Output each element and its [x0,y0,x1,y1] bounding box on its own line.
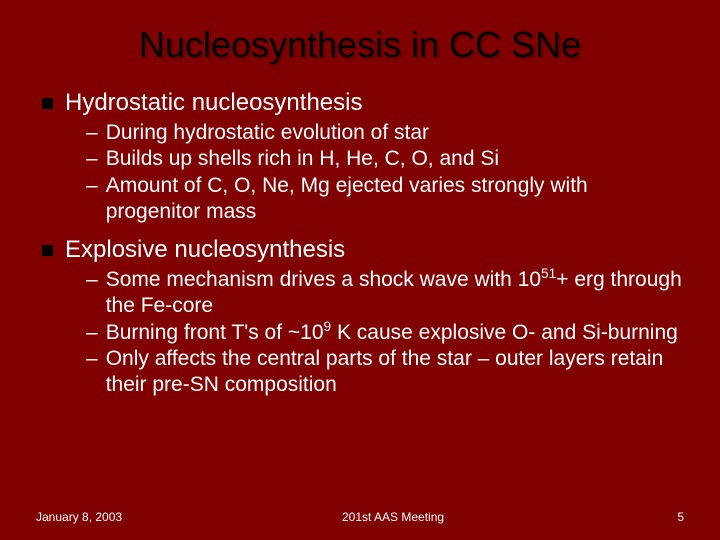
list-item-text: Amount of C, O, Ne, Mg ejected varies st… [106,173,684,226]
section-heading: Explosive nucleosynthesis [65,235,345,265]
section-hydrostatic: Hydrostatic nucleosynthesis – During hyd… [36,88,684,225]
list-item: – Amount of C, O, Ne, Mg ejected varies … [86,173,684,226]
dash-icon: – [86,120,98,146]
list-item: – Burning front T's of ~109 K cause expl… [86,320,684,346]
dash-icon: – [86,267,98,293]
list-item: – Builds up shells rich in H, He, C, O, … [86,146,684,172]
list-item-text: Burning front T's of ~109 K cause explos… [106,320,678,346]
list-item-text: During hydrostatic evolution of star [106,120,429,146]
square-bullet-icon [42,98,53,109]
sub-list: – Some mechanism drives a shock wave wit… [86,267,684,398]
list-item: – Some mechanism drives a shock wave wit… [86,267,684,320]
footer-date: January 8, 2003 [36,510,122,524]
list-item-text: Some mechanism drives a shock wave with … [106,267,684,320]
dash-icon: – [86,320,98,346]
footer-page-number: 5 [664,510,684,524]
list-item: – Only affects the central parts of the … [86,346,684,399]
dash-icon: – [86,173,98,199]
section-explosive: Explosive nucleosynthesis – Some mechani… [36,235,684,398]
footer-venue: 201st AAS Meeting [122,510,664,524]
dash-icon: – [86,146,98,172]
list-item-text: Builds up shells rich in H, He, C, O, an… [106,146,499,172]
list-item-text: Only affects the central parts of the st… [106,346,684,399]
section-heading: Hydrostatic nucleosynthesis [65,88,362,118]
slide-title: Nucleosynthesis in CC SNe [36,24,684,66]
sub-list: – During hydrostatic evolution of star –… [86,120,684,225]
section-header: Explosive nucleosynthesis [42,235,684,265]
slide: Nucleosynthesis in CC SNe Hydrostatic nu… [0,0,720,540]
square-bullet-icon [42,245,53,256]
dash-icon: – [86,346,98,372]
section-header: Hydrostatic nucleosynthesis [42,88,684,118]
slide-footer: January 8, 2003 201st AAS Meeting 5 [0,510,720,524]
list-item: – During hydrostatic evolution of star [86,120,684,146]
